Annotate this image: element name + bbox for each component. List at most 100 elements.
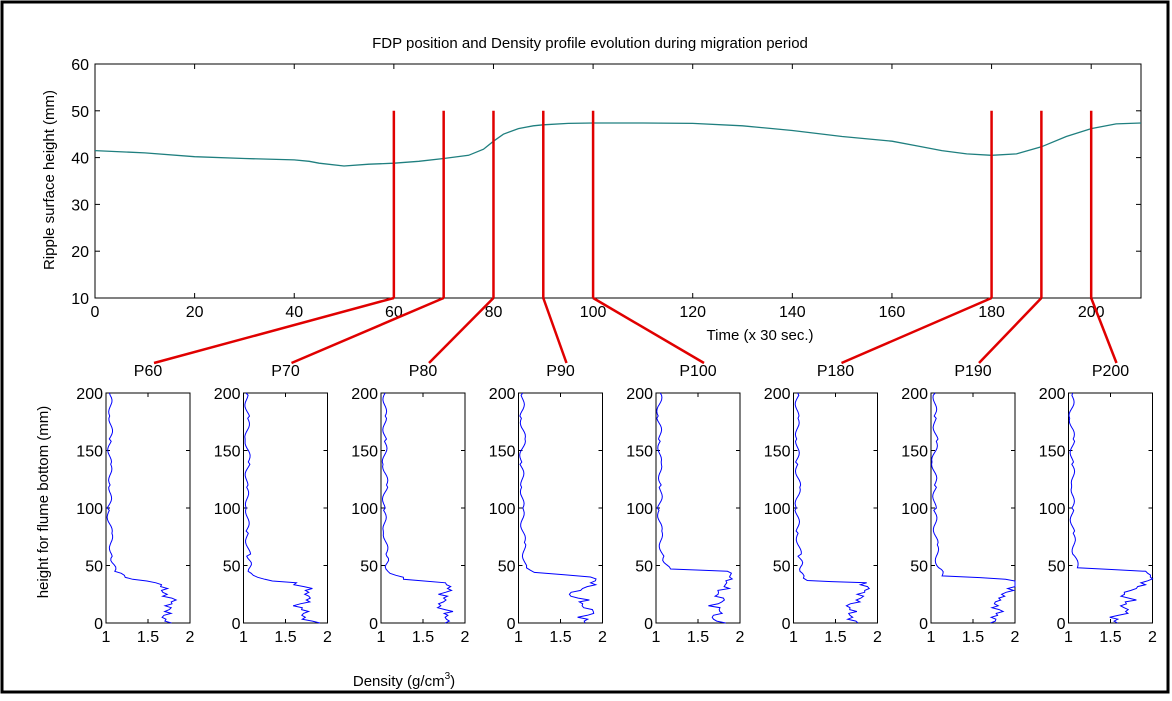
panel-y-tick-label: 0 [232,616,241,633]
main-x-tick-label: 100 [580,304,607,321]
panel-x-tick-label: 1.5 [1099,629,1121,646]
panel-y-tick-label: 150 [351,444,378,461]
density-panel: P100 0 50 100 150 200 1 1.5 2 [626,363,744,646]
panel-x-tick-label: 1 [102,629,111,646]
panel-x-tick-label: 1.5 [137,629,159,646]
main-x-tick-label: 0 [91,304,100,321]
panel-y-tick-label: 50 [773,559,791,576]
panel-y-tick-label: 50 [498,559,516,576]
panel-x-tick-label: 2 [186,629,195,646]
main-y-tick-label: 50 [71,104,89,121]
main-x-tick-label: 20 [186,304,204,321]
panel-y-tick-label: 100 [76,501,103,518]
panel-y-tick-label: 100 [1039,501,1066,518]
main-x-tick-label: 140 [779,304,806,321]
density-panel: P80 0 50 100 150 200 1 1.5 2 [351,363,469,646]
panel-x-tick-label: 2 [323,629,332,646]
main-x-tick-label: 160 [879,304,906,321]
main-x-tick-label: 200 [1078,304,1105,321]
panel-x-tick-label: 2 [461,629,470,646]
panel-x-axis-label: Density (g/cm3) [353,671,455,690]
panel-y-tick-label: 0 [919,616,928,633]
panel-y-tick-label: 50 [223,559,241,576]
panel-y-axis-label: height for flume bottom (mm) [35,406,52,599]
panel-title: P200 [1092,363,1129,380]
panel-x-tick-label: 2 [598,629,607,646]
panel-y-tick-label: 50 [1048,559,1066,576]
panel-y-tick-label: 0 [507,616,516,633]
panel-y-tick-label: 100 [351,501,378,518]
connector-line [978,297,1043,364]
panel-y-tick-label: 0 [369,616,378,633]
main-y-tick-label: 60 [71,57,89,74]
main-chart-title: FDP position and Density profile evoluti… [372,35,808,52]
panel-title: P60 [134,363,163,380]
density-panel: P200 0 50 100 150 200 1 1.5 2 [1039,363,1157,646]
panel-y-tick-label: 150 [764,444,791,461]
main-x-tick-label: 40 [285,304,303,321]
panel-x-tick-label: 1.5 [412,629,434,646]
main-x-tick-label: 80 [485,304,503,321]
panel-x-tick-label: 1.5 [274,629,296,646]
connector-line [841,296,993,365]
panel-x-axis-label-superscript: 3 [445,671,451,682]
connector-line [592,296,705,365]
density-panel: P90 0 50 100 150 200 1 1.5 2 [489,363,607,646]
panel-y-tick-label: 200 [901,386,928,403]
panel-plot-area [243,392,328,624]
density-profile-line [381,392,454,624]
panel-title: P100 [679,363,716,380]
main-y-tick-label: 40 [71,151,89,168]
panel-x-axis-label-text: Density (g/cm [353,673,445,690]
density-panel: P70 0 50 100 150 200 1 1.5 2 [214,363,332,646]
panel-x-tick-label: 2 [1148,629,1157,646]
panel-y-tick-label: 50 [85,559,103,576]
panel-y-tick-label: 200 [214,386,241,403]
panel-y-tick-label: 150 [1039,444,1066,461]
connector-line [542,297,568,364]
main-y-tick-label: 20 [71,244,89,261]
main-plot-area [94,63,1142,299]
panel-plot-area [518,392,603,624]
panel-plot-area [930,392,1016,624]
panel-y-tick-label: 200 [764,386,791,403]
panel-y-tick-label: 0 [94,616,103,633]
panel-y-tick-label: 50 [910,559,928,576]
panel-y-tick-label: 100 [901,501,928,518]
density-profile-line [244,392,321,624]
density-profile-line [519,392,598,624]
density-panel: P180 0 50 100 150 200 1 1.5 2 [764,363,882,646]
main-y-tick-label: 10 [71,291,89,308]
density-profile-line [931,392,1016,624]
panel-plot-area [1068,392,1153,624]
panel-x-tick-label: 2 [873,629,882,646]
main-x-axis-label: Time (x 30 sec.) [707,327,814,344]
panel-y-tick-label: 150 [901,444,928,461]
panel-y-tick-label: 50 [360,559,378,576]
panel-plot-area [793,392,878,624]
panel-y-tick-label: 200 [489,386,516,403]
panel-y-tick-label: 150 [626,444,653,461]
connector-line [1090,297,1118,364]
panel-x-tick-label: 1 [377,629,386,646]
panel-y-tick-label: 100 [764,501,791,518]
density-profile-line [1068,392,1154,624]
panel-title: P90 [546,363,575,380]
panel-y-tick-label: 100 [626,501,653,518]
panel-title: P180 [817,363,854,380]
main-y-axis-label: Ripple surface height (mm) [41,90,58,270]
density-profile-line [106,392,178,624]
panel-x-tick-label: 2 [736,629,745,646]
panel-y-tick-label: 150 [76,444,103,461]
connector-line [428,297,495,364]
panel-x-axis-label-close: ) [450,673,455,690]
panel-y-tick-label: 0 [644,616,653,633]
panel-y-tick-label: 200 [76,386,103,403]
panel-title: P190 [954,363,991,380]
panel-title: P70 [271,363,300,380]
panel-x-tick-label: 1.5 [687,629,709,646]
panel-x-tick-label: 1 [1064,629,1073,646]
